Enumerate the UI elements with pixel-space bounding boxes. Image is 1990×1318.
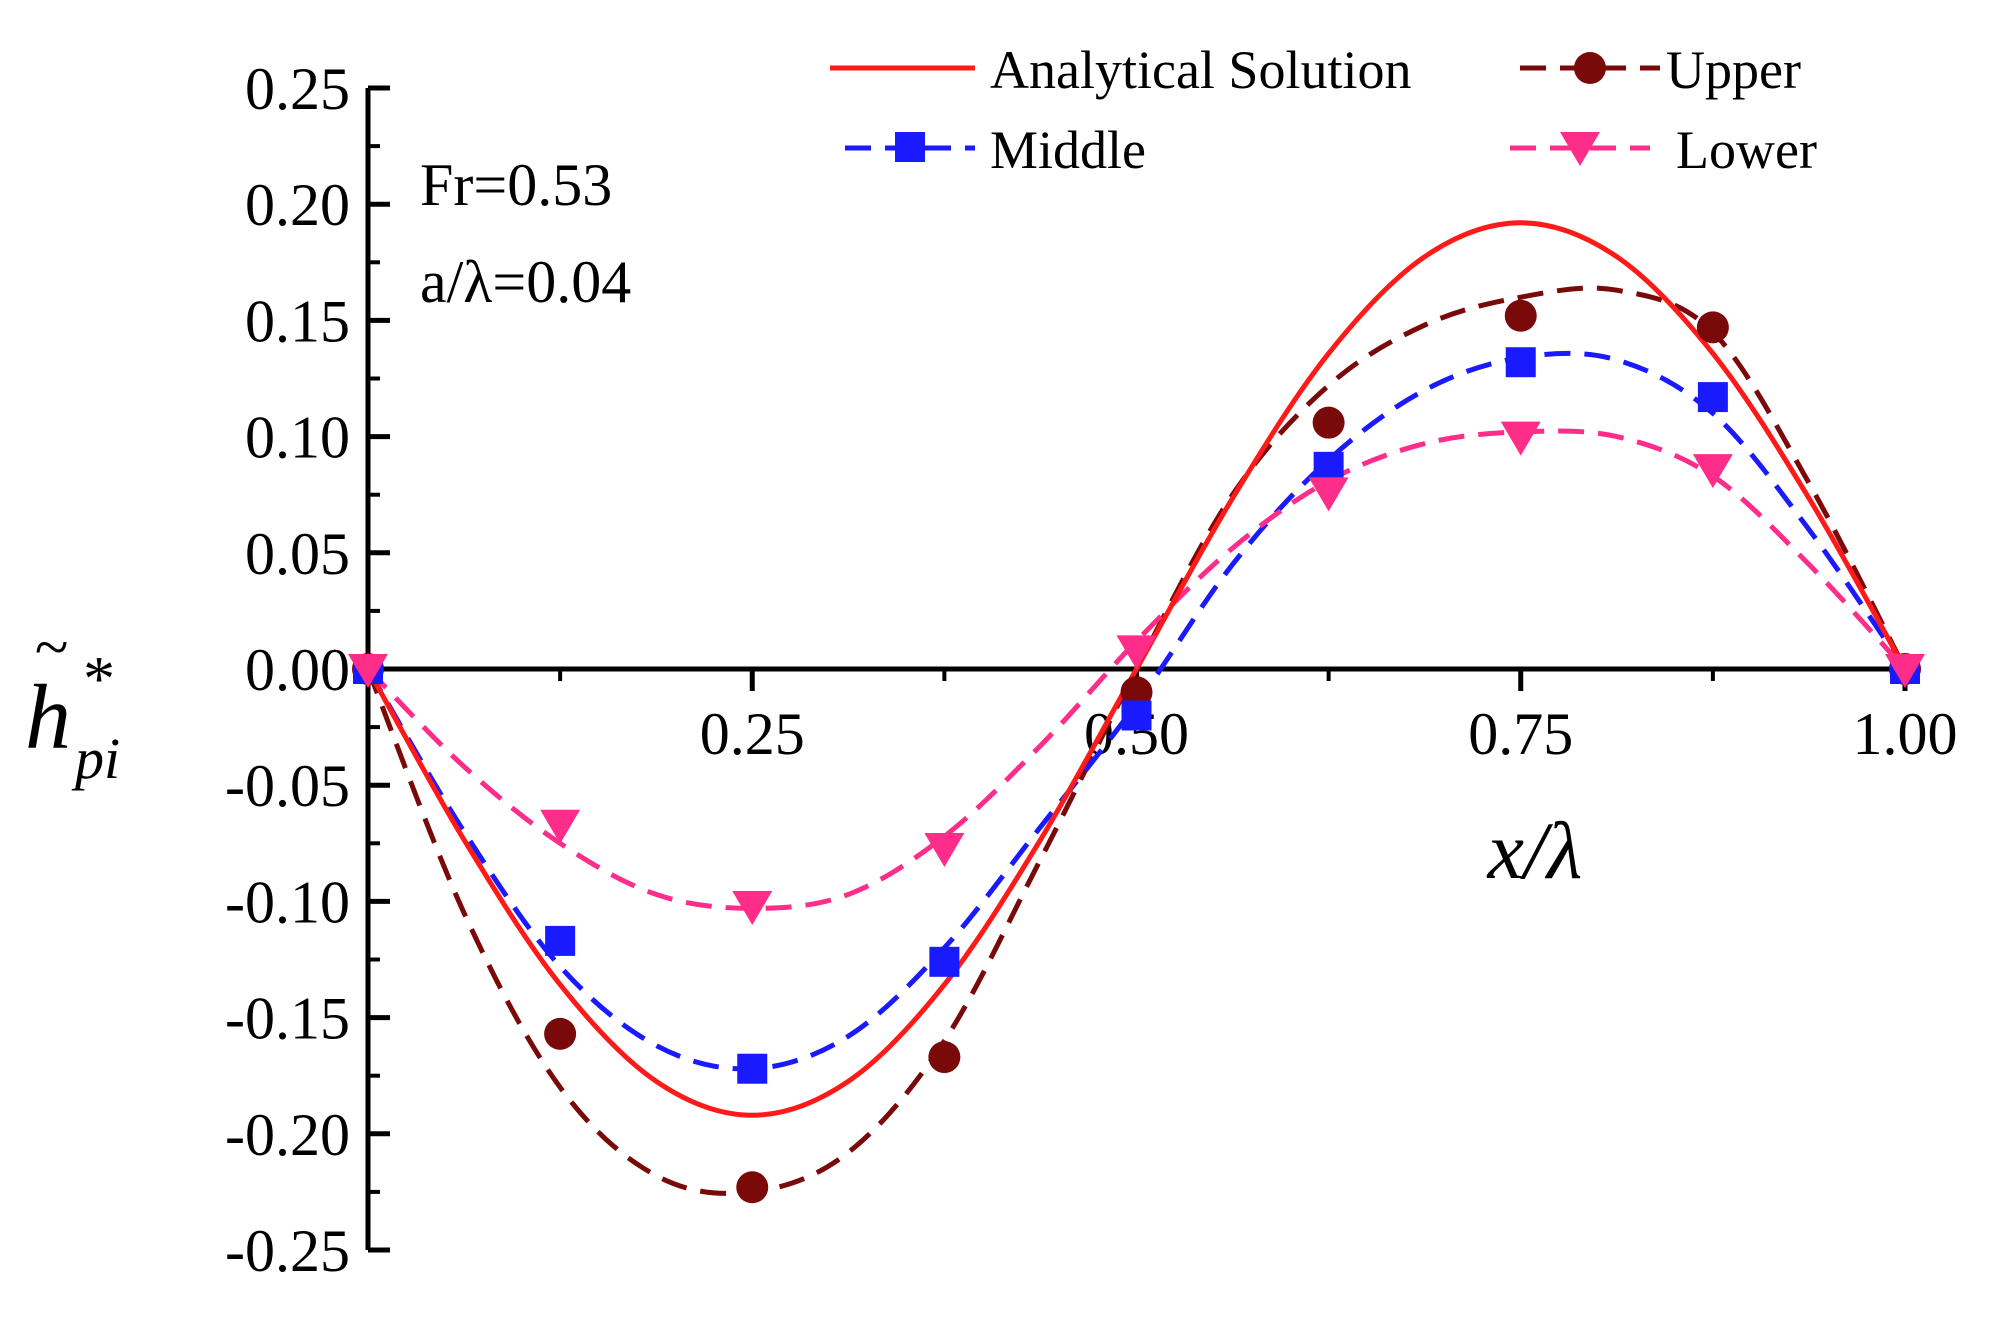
legend-item-middle: Middle <box>845 120 1146 180</box>
data-point-upper <box>736 1171 769 1204</box>
y-tick-label: 0.10 <box>245 405 350 471</box>
data-point-lower <box>540 809 581 844</box>
y-tick-label: 0.00 <box>245 637 350 703</box>
data-point-lower <box>1692 454 1733 489</box>
x-axis-title: x/λ <box>1487 805 1583 896</box>
y-tick-label: 0.05 <box>245 521 350 587</box>
y-axis-title-accent: ~ <box>34 614 68 682</box>
data-point-upper <box>544 1017 577 1050</box>
annotation-wave-ratio: a/λ=0.04 <box>420 249 631 315</box>
y-tick-label: -0.15 <box>225 986 350 1052</box>
data-point-lower <box>1885 654 1925 688</box>
data-point-lower <box>1116 635 1157 670</box>
data-point-middle <box>1121 700 1152 731</box>
legend-item-lower: Lower <box>1510 120 1817 180</box>
series-group <box>348 220 1925 1204</box>
legend: Analytical Solution Upper Middle Lower <box>830 40 1817 180</box>
data-point-upper <box>928 1041 961 1074</box>
y-tick-label: 0.15 <box>245 288 350 354</box>
data-point-upper <box>1696 311 1729 344</box>
data-point-lower <box>1308 477 1349 512</box>
y-tick-label: 0.20 <box>245 172 350 238</box>
data-point-upper <box>1120 676 1153 709</box>
tick-labels: 0.25 0.20 0.15 0.10 0.05 0.00 -0.05 -0.10 -0.15 -… <box>225 56 1957 1284</box>
data-point-lower <box>732 891 773 926</box>
x-tick-label: 1.00 <box>1853 701 1958 767</box>
data-point-middle <box>545 925 576 956</box>
data-point-lower <box>348 654 388 688</box>
legend-label-lower: Lower <box>1676 120 1817 180</box>
annotation-froude: Fr=0.53 <box>420 152 612 218</box>
legend-marker-middle <box>895 132 925 162</box>
legend-label-middle: Middle <box>990 120 1146 180</box>
series-line-lower <box>366 428 1907 911</box>
series-line-upper <box>365 285 1908 1196</box>
legend-marker-upper <box>1574 52 1606 84</box>
legend-marker-lower <box>1560 132 1600 166</box>
data-point-middle <box>737 1053 768 1084</box>
y-tick-label: -0.25 <box>225 1218 350 1284</box>
data-point-middle <box>1697 382 1728 413</box>
x-tick-label: 0.75 <box>1468 701 1573 767</box>
legend-item-upper: Upper <box>1520 40 1801 100</box>
y-axis-title-superscript: * <box>80 643 112 714</box>
y-tick-label: -0.10 <box>225 869 350 935</box>
y-tick-label: -0.20 <box>225 1102 350 1168</box>
legend-item-analytical: Analytical Solution <box>830 40 1411 100</box>
data-point-middle <box>929 946 960 977</box>
y-tick-label: -0.05 <box>225 753 350 819</box>
data-point-lower <box>1500 421 1541 456</box>
series-line-middle <box>365 350 1908 1072</box>
data-point-middle <box>1505 347 1536 378</box>
data-point-upper <box>1312 406 1345 439</box>
y-axis-title-subscript: pi <box>71 726 120 791</box>
y-tick-label: 0.25 <box>245 56 350 122</box>
x-tick-label: 0.25 <box>700 701 805 767</box>
y-axis-title-base: h <box>25 666 71 768</box>
legend-label-analytical: Analytical Solution <box>990 40 1411 100</box>
data-point-middle <box>1313 451 1344 482</box>
legend-label-upper: Upper <box>1666 40 1801 100</box>
data-point-upper <box>1504 299 1537 332</box>
data-point-lower <box>924 832 965 867</box>
y-axis-title: h ~ * pi <box>25 614 120 791</box>
